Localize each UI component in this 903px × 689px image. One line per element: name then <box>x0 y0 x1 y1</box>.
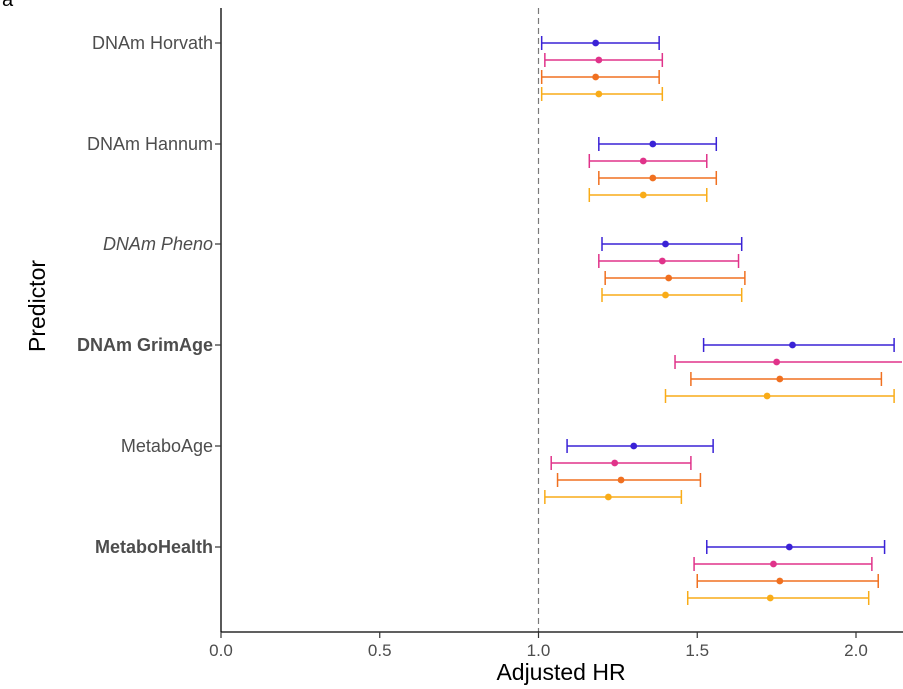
point-estimate <box>789 341 796 349</box>
x-tick-label: 1.5 <box>685 641 709 660</box>
error-bar-group <box>544 490 683 504</box>
point-estimate <box>639 191 647 199</box>
point-estimate <box>592 73 600 81</box>
point-estimate <box>658 257 666 265</box>
point-estimate <box>770 560 777 568</box>
point-estimate <box>592 39 600 47</box>
y-tick-label: DNAm GrimAge <box>77 335 213 355</box>
point-estimate <box>604 493 612 501</box>
point-estimate <box>595 56 603 64</box>
x-axis-title: Adjusted HR <box>496 659 625 685</box>
y-tick-label: MetaboAge <box>121 436 213 456</box>
error-bar-group <box>604 271 746 285</box>
x-tick-label: 2.0 <box>844 641 868 660</box>
point-estimate <box>630 442 638 450</box>
error-bar-group <box>550 456 692 470</box>
point-estimate <box>776 577 784 585</box>
point-estimate <box>776 375 784 383</box>
error-bar-group <box>544 53 664 67</box>
error-bar-group <box>598 137 718 151</box>
point-estimate <box>649 140 657 148</box>
error-bar-group <box>566 439 714 453</box>
error-bar-group <box>601 288 743 302</box>
error-bar-group <box>674 355 902 369</box>
point-estimate <box>763 392 771 400</box>
point-estimate <box>662 240 669 248</box>
point-estimate <box>662 291 669 299</box>
panel-label: a <box>2 0 14 11</box>
point-estimate <box>617 476 625 484</box>
estimates-layer <box>540 36 902 605</box>
y-tick-label: DNAm Hannum <box>87 134 213 154</box>
point-estimate <box>665 274 673 282</box>
error-bar-group <box>686 591 870 605</box>
error-bar-group <box>540 36 660 50</box>
error-bar-group <box>690 372 883 386</box>
y-axis-title: Predictor <box>24 260 50 352</box>
error-bar-group <box>601 237 743 251</box>
error-bar-group <box>598 254 740 268</box>
point-estimate <box>649 174 657 182</box>
error-bar-group <box>588 188 708 202</box>
point-estimate <box>766 594 774 602</box>
error-bar-group <box>696 574 879 588</box>
point-estimate <box>785 543 793 551</box>
y-tick-label: DNAm Horvath <box>92 33 213 53</box>
x-tick-label: 0.5 <box>368 641 392 660</box>
point-estimate <box>611 459 619 467</box>
error-bar-group <box>598 171 718 185</box>
error-bar-group <box>664 389 895 403</box>
axes-layer: 0.0 0.5 1.0 1.5 2.0 DNAm Horvath DNAm Hannum DN… <box>77 8 903 660</box>
error-bar-group <box>702 338 895 352</box>
point-estimate <box>773 358 781 366</box>
error-bar-group <box>706 540 886 554</box>
error-bar-group <box>588 154 708 168</box>
point-estimate <box>639 157 647 165</box>
error-bar-group <box>540 87 664 101</box>
y-tick-label: MetaboHealth <box>95 537 213 557</box>
error-bar-group <box>693 557 873 571</box>
error-bar-group <box>540 70 660 84</box>
error-bar-group <box>556 473 702 487</box>
point-estimate <box>595 90 603 98</box>
x-tick-label: 1.0 <box>527 641 551 660</box>
y-tick-label: DNAm Pheno <box>103 234 213 254</box>
x-tick-label: 0.0 <box>209 641 233 660</box>
